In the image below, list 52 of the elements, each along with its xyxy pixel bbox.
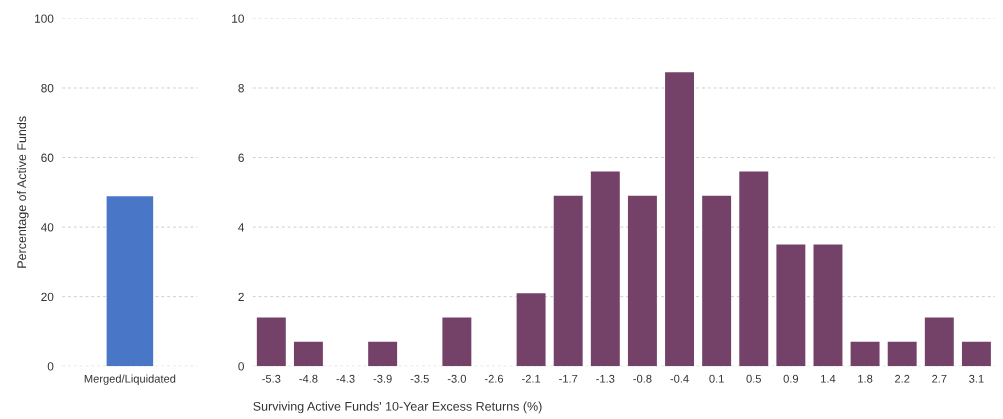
y-tick-label: 10 [232,14,244,23]
y-tick-label: 100 [35,14,54,23]
bar [516,293,546,367]
bar [702,195,732,367]
y-tick-label: 80 [41,84,54,93]
x-tick-label: 2.2 [895,374,910,383]
bar [256,317,286,367]
x-tick-label: 0.5 [746,374,762,383]
y-axis-title: Percentage of Active Funds [16,116,29,268]
y-tick-label: 4 [238,223,245,232]
x-tick-label: -4.8 [299,374,318,383]
x-tick-label: -3.0 [447,374,467,383]
bar [961,341,991,367]
x-tick-label: 3.1 [969,374,984,383]
x-tick-label: Merged/Liquidated [84,374,176,385]
x-tick-label: -5.3 [262,374,281,383]
bar [442,317,472,367]
x-tick-label: -1.7 [559,374,578,383]
bar [553,195,583,367]
bar [627,195,657,367]
x-tick-label: 1.4 [821,374,836,383]
bar [293,341,323,367]
bar [776,244,806,367]
bar [850,341,880,367]
y-tick-label: 20 [41,292,54,302]
y-tick-label: 0 [238,362,244,371]
x-tick-label: 0.1 [709,374,724,383]
x-tick-label: 1.8 [858,374,873,383]
x-tick-label: -2.6 [484,374,504,383]
bar [739,171,769,367]
x-tick-label: -2.1 [522,374,541,383]
x-tick-label: 2.7 [932,374,947,383]
x-tick-label: -3.9 [373,374,392,383]
y-tick-label: 2 [238,292,244,301]
bar [924,317,954,367]
x-tick-label: -1.3 [596,374,615,383]
x-tick-label: -4.3 [336,374,355,383]
y-tick-label: 8 [238,84,244,93]
bar [887,341,917,367]
bar [590,171,620,367]
y-tick-label: 6 [238,153,244,162]
y-tick-label: 0 [47,362,54,371]
y-tick-label: 40 [40,223,54,232]
bar [813,244,843,367]
x-tick-label: -0.4 [670,374,689,383]
bar [665,72,695,367]
x-tick-label: 0.9 [783,374,799,383]
x-tick-label: -3.5 [410,374,429,383]
x-tick-label: -0.8 [633,374,652,383]
y-tick-label: 60 [41,153,54,162]
x-axis-title: Surviving Active Funds' 10-Year Excess Returns (%) [253,401,542,414]
bar [368,341,398,367]
